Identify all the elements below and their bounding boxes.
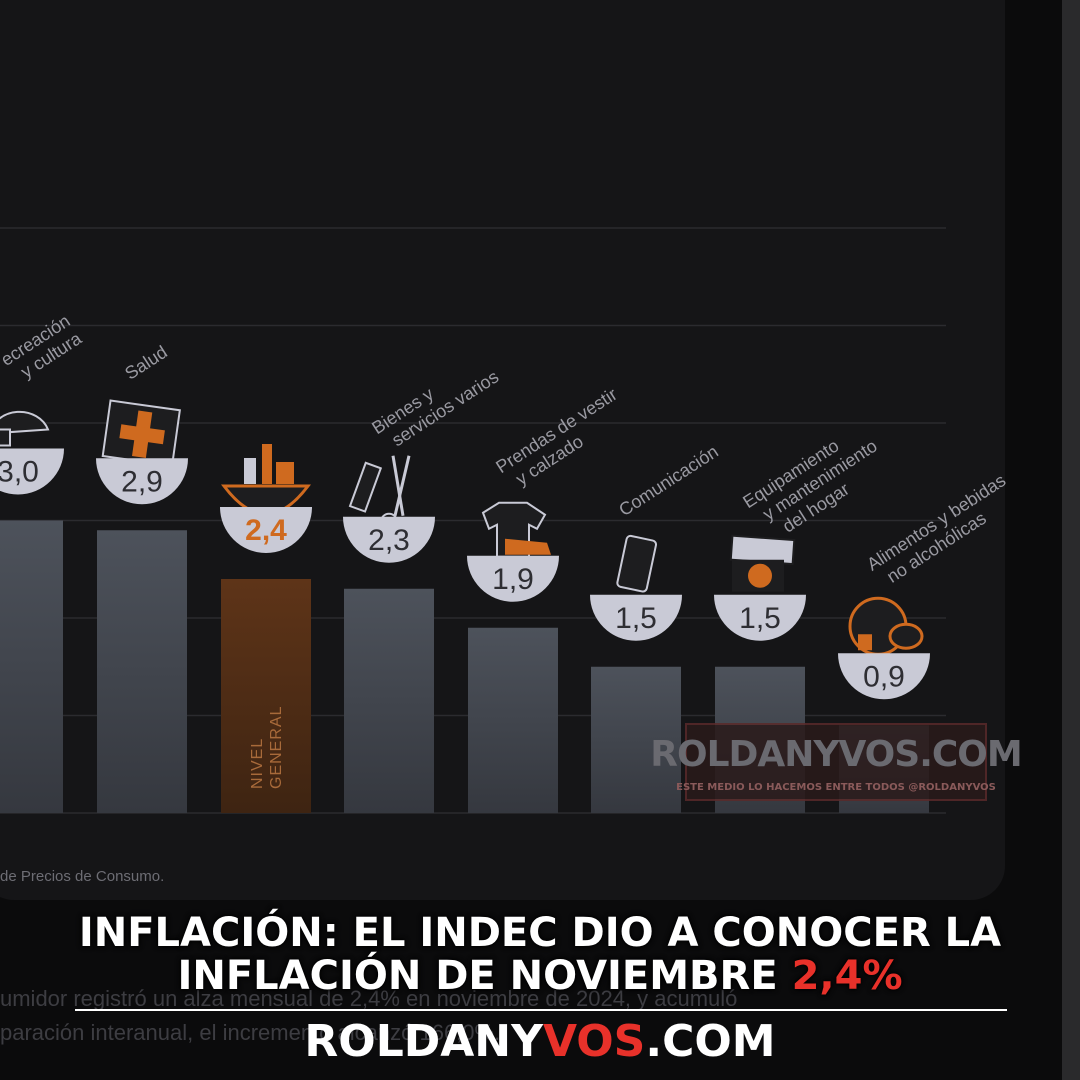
headline-line-2: INFLACIÓN DE NOVIEMBRE — [177, 953, 792, 999]
category-label: Equipamientoy mantenimientodel hogar — [739, 418, 892, 547]
headline: INFLACIÓN: EL INDEC DIO A CONOCER LA INF… — [0, 912, 1080, 998]
brand-part-2: VOS — [543, 1016, 646, 1067]
value-bubble — [838, 653, 930, 700]
scissor-blade-1 — [391, 455, 405, 516]
value-label: 2,9 — [121, 465, 163, 498]
camera-shape — [0, 428, 11, 447]
bar — [468, 627, 558, 813]
bar-group: 3,0 ecreacióny cultura — [0, 310, 86, 813]
category-label: Prendas de vestiry calzado — [492, 384, 632, 495]
brand-part-1: ROLDANY — [304, 1016, 543, 1067]
category-label: Comunicación — [615, 441, 722, 520]
category-label-line: Salud — [121, 342, 171, 384]
phone-in-bag — [244, 458, 256, 484]
source-note: de Precios de Consumo. — [0, 868, 165, 885]
category-label: ecreacióny cultura — [0, 310, 86, 387]
watermark: ROLDANYVOS.COM ESTE MEDIO LO HACEMOS ENTR… — [650, 723, 1023, 801]
phone-body — [616, 534, 658, 593]
cap-shape — [0, 410, 50, 434]
bar — [221, 579, 311, 813]
watermark-subtitle: ESTE MEDIO LO HACEMOS ENTRE TODOS @ROLDA… — [676, 782, 996, 793]
background-article-line-1: umidor registró un alza mensual de 2,4% … — [0, 986, 738, 1011]
category-label-line: Comunicación — [615, 441, 722, 520]
value-label: 1,5 — [615, 602, 657, 635]
bar — [97, 530, 187, 813]
inflation-bar-chart: 3,0 ecreacióny cultura 2,9 Salud 2,4 NIVEL GEN… — [0, 227, 1023, 814]
cap-icon — [0, 410, 50, 447]
shoe-shape — [505, 538, 551, 555]
cross-horizontal — [119, 424, 165, 445]
headline-highlight: 2,4% — [791, 953, 903, 999]
machine-door — [748, 563, 772, 588]
highlight-inner-label: NIVEL GENERAL — [249, 706, 285, 789]
category-label: Bienes yservicios varios — [368, 349, 502, 456]
value-label: 3,0 — [0, 456, 39, 489]
value-label: 2,4 — [245, 514, 287, 547]
tshirt-shoe-icon — [481, 501, 551, 558]
value-label: 1,5 — [739, 602, 781, 635]
bar-group: 2,9 Salud — [96, 342, 188, 813]
right-edge-strip — [1062, 0, 1080, 1080]
value-bubble — [96, 458, 188, 505]
comb-shape — [348, 461, 383, 513]
roast-chicken-icon — [848, 596, 924, 656]
box-in-bag — [276, 462, 294, 484]
value-bubble — [343, 516, 435, 563]
highlight-inner-label-line: NIVEL — [249, 738, 266, 789]
bar — [0, 520, 63, 813]
bar — [591, 666, 681, 813]
watermark-title: ROLDANYVOS.COM — [650, 734, 1022, 775]
bottle-shape — [262, 444, 272, 484]
bar-group: 2,4 NIVEL GENERAL — [220, 444, 312, 813]
brand-footer: ROLDANYVOS.COM — [0, 1017, 1080, 1067]
value-label: 2,3 — [368, 524, 410, 557]
headline-divider — [75, 1009, 1007, 1011]
cross-icon — [101, 399, 181, 467]
value-label: 0,9 — [863, 660, 905, 693]
glass-shape — [858, 634, 872, 651]
scissor-blade-2 — [393, 455, 411, 517]
chicken-leg — [888, 622, 924, 650]
bag-icon — [220, 444, 312, 516]
value-bubble — [0, 448, 64, 495]
highlight-inner-label-line: GENERAL — [268, 706, 285, 789]
tshirt-shape — [481, 501, 547, 558]
value-bubble — [590, 594, 682, 641]
phone-icon — [616, 534, 658, 593]
brand-part-3: .COM — [645, 1016, 776, 1067]
background-article-line-2: paración interanual, el incremento alcan… — [0, 1020, 501, 1045]
value-bubble — [467, 555, 559, 602]
headline-line-1: INFLACIÓN: EL INDEC DIO A CONOCER LA — [78, 910, 1002, 956]
value-label: 1,9 — [492, 563, 534, 596]
bar — [344, 588, 434, 813]
watermark-box — [685, 723, 987, 801]
value-bubble — [714, 594, 806, 641]
category-label: Alimentos y bebidasno alcohólicas — [863, 470, 1020, 592]
category-label: Salud — [121, 342, 171, 384]
value-bubble — [220, 507, 312, 553]
washing-machine-icon — [729, 534, 796, 592]
